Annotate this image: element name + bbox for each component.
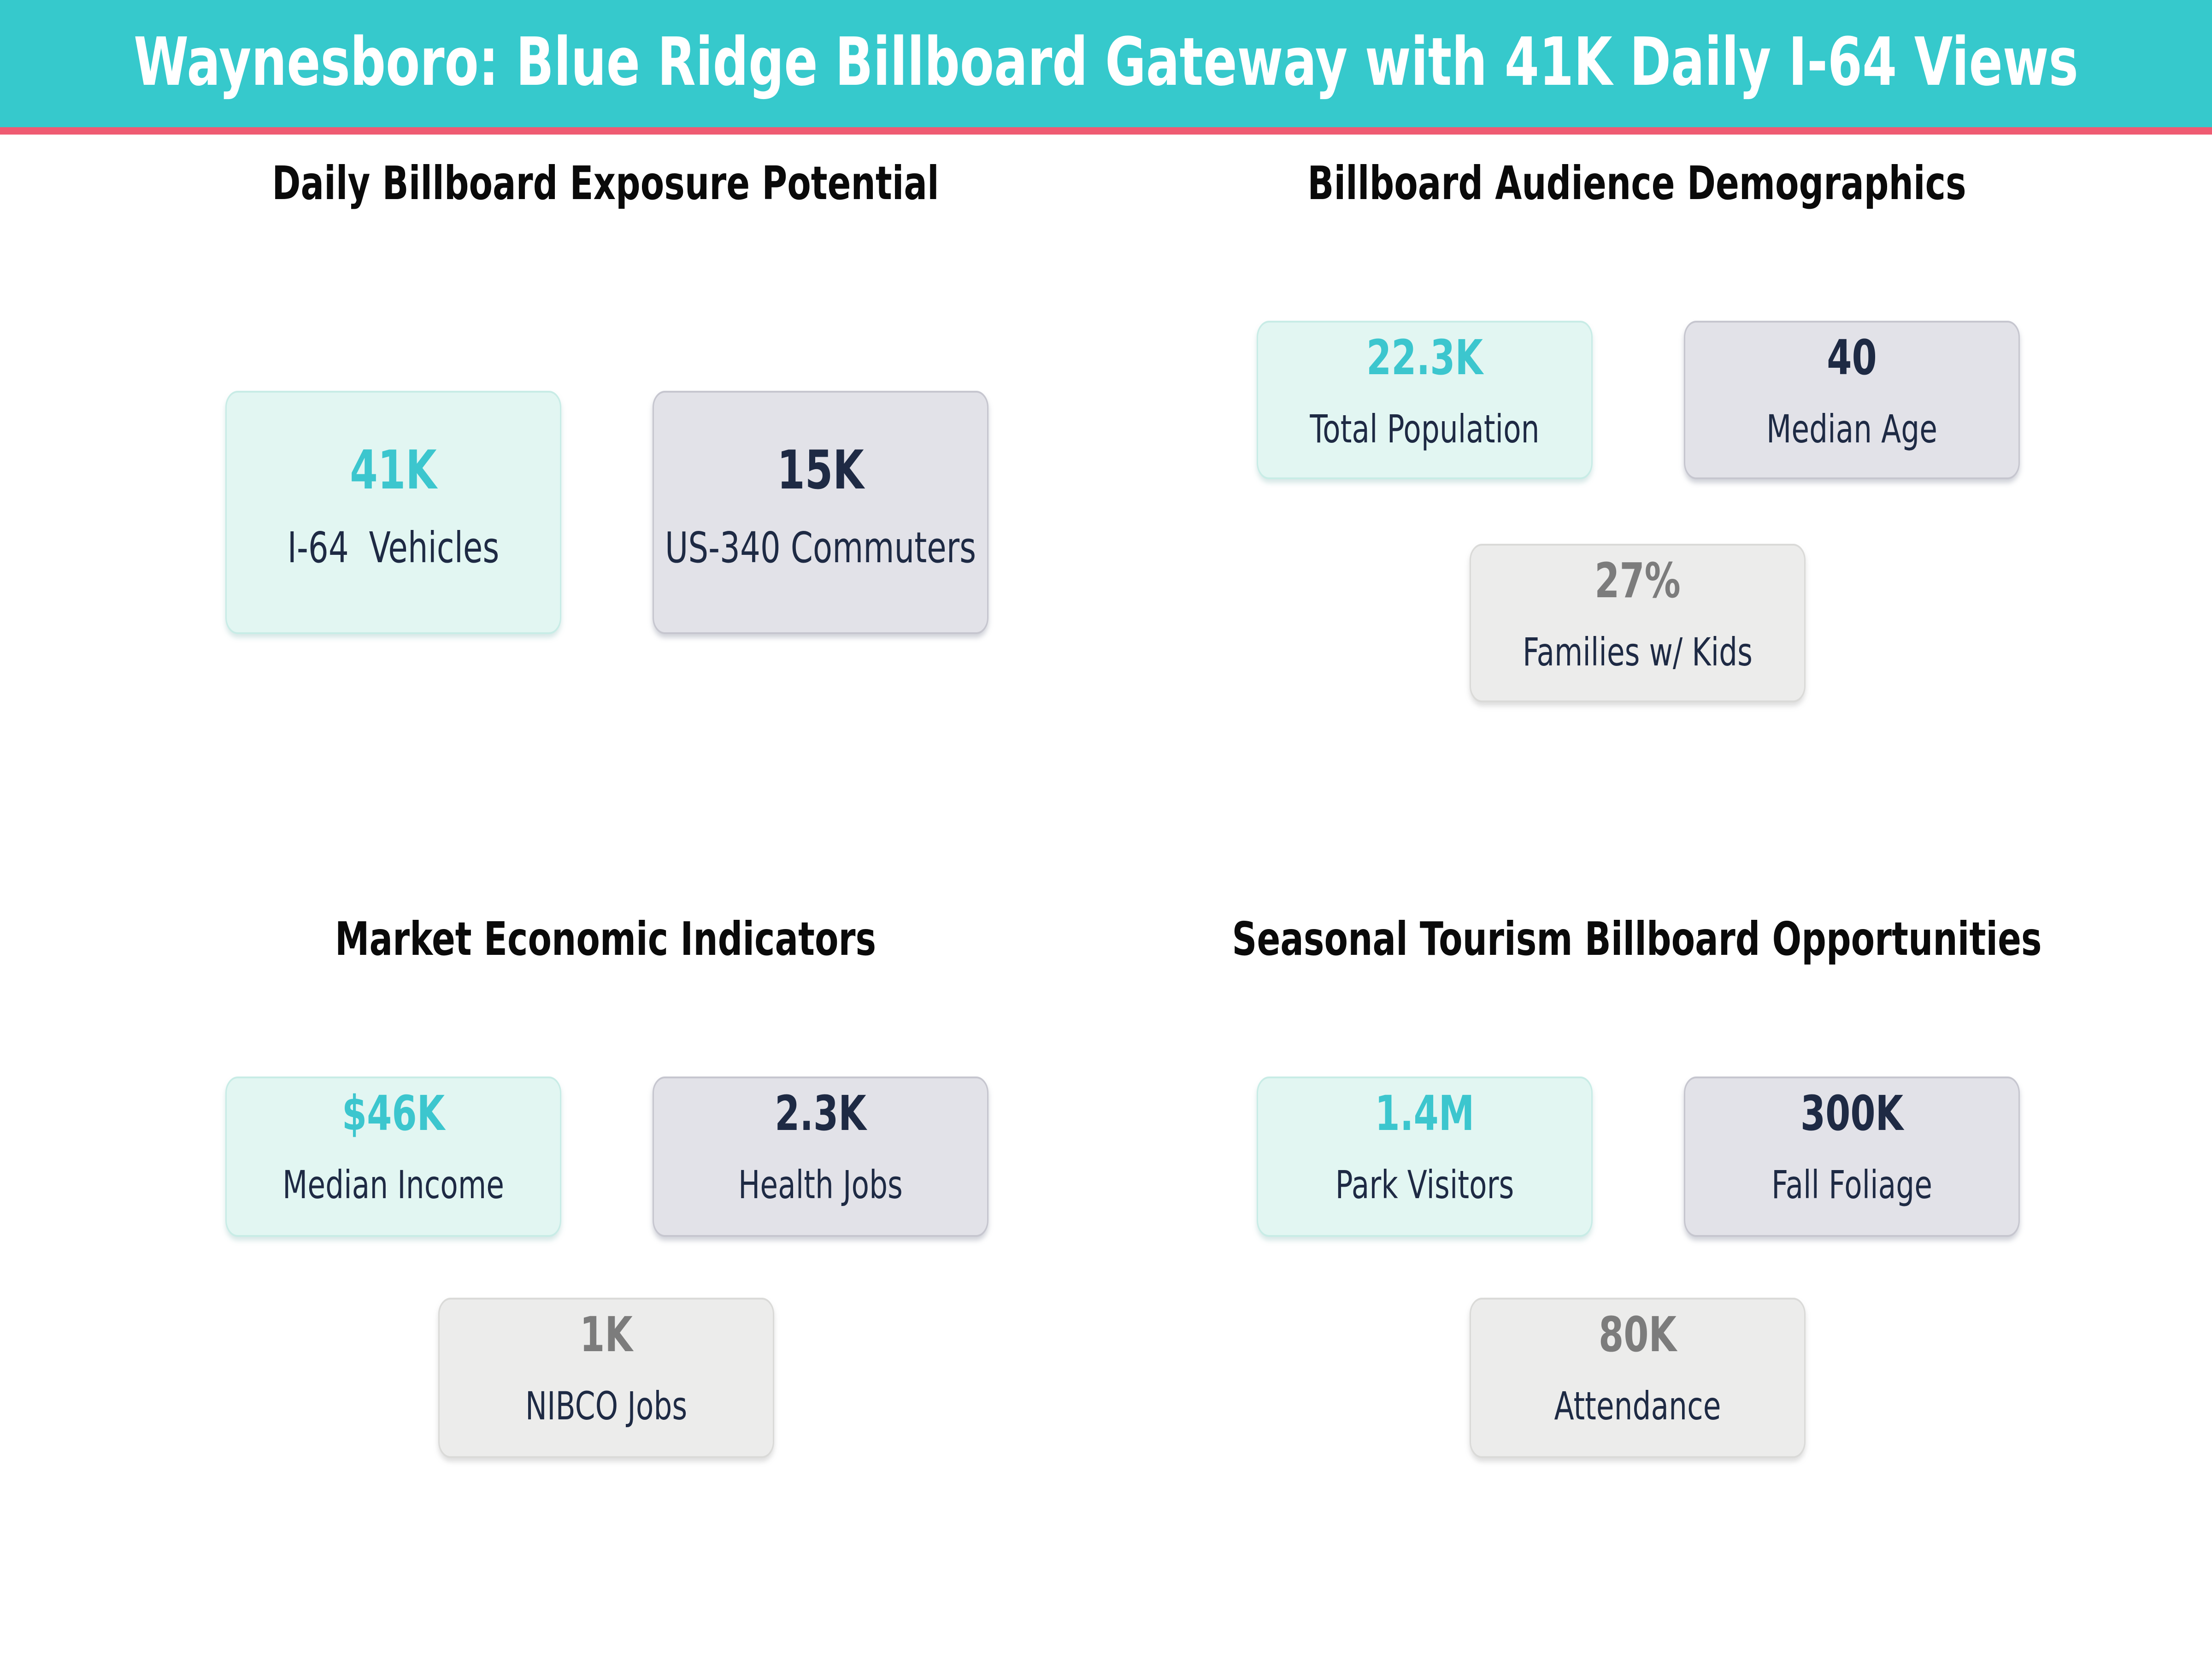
stat-value: 300K (1800, 1088, 1904, 1143)
stat-value: 41K (350, 438, 437, 500)
stat-card-content: 22.3K Total Population (1310, 331, 1539, 451)
stat-card-health-jobs: 2.3K Health Jobs (653, 1077, 988, 1237)
stat-card-us340-commuters: 15K US-340 Commuters (653, 391, 988, 634)
stat-card-content: 41K I-64 Vehicles (288, 438, 500, 572)
section-title-tourism: Seasonal Tourism Billboard Opportunities (1232, 912, 2042, 966)
stat-card-attendance: 80K Attendance (1470, 1298, 1806, 1458)
stat-value: 27% (1594, 554, 1681, 609)
stat-card-content: 1.4M Park Visitors (1335, 1088, 1514, 1207)
stat-label: Attendance (1554, 1384, 1721, 1429)
stat-label: Health Jobs (738, 1163, 903, 1207)
stat-value: 40 (1827, 331, 1877, 386)
stat-card-content: 80K Attendance (1554, 1309, 1721, 1429)
section-title-demographics: Billboard Audience Demographics (1307, 157, 1966, 210)
stat-label: US-340 Commuters (665, 524, 977, 572)
stat-label: NIBCO Jobs (525, 1384, 688, 1429)
stat-card-fall-foliage: 300K Fall Foliage (1684, 1077, 2020, 1237)
stat-value: $46K (341, 1088, 445, 1143)
stat-card-park-visitors: 1.4M Park Visitors (1257, 1077, 1593, 1237)
stat-card-content: 2.3K Health Jobs (738, 1088, 903, 1207)
stat-card-content: 15K US-340 Commuters (665, 438, 976, 572)
section-title-economic: Market Economic Indicators (335, 912, 877, 966)
stat-card-content: 27% Families w/ Kids (1523, 554, 1753, 674)
stat-card-content: 1K NIBCO Jobs (525, 1309, 687, 1429)
stat-card-families-with-kids: 27% Families w/ Kids (1470, 544, 1806, 702)
stat-label: Median Age (1766, 406, 1938, 451)
stat-label: Fall Foliage (1771, 1163, 1933, 1207)
stat-label: Park Visitors (1335, 1163, 1514, 1207)
header-accent-bar (0, 127, 2212, 135)
stat-value: 1K (580, 1309, 633, 1364)
stat-label: Median Income (282, 1163, 505, 1207)
stat-label: Total Population (1310, 406, 1540, 451)
stat-label: I-64 Vehicles (287, 524, 500, 572)
stat-card-i64-vehicles: 41K I-64 Vehicles (225, 391, 561, 634)
stat-card-nibco-jobs: 1K NIBCO Jobs (438, 1298, 774, 1458)
stat-value: 22.3K (1366, 331, 1483, 386)
stat-value: 2.3K (775, 1088, 866, 1143)
page-title: Waynesboro: Blue Ridge Billboard Gateway… (134, 26, 2078, 101)
header-banner: Waynesboro: Blue Ridge Billboard Gateway… (0, 0, 2212, 127)
stat-value: 80K (1598, 1309, 1677, 1364)
stat-card-content: 300K Fall Foliage (1771, 1088, 1932, 1207)
stat-card-content: $46K Median Income (282, 1088, 504, 1207)
section-title-exposure: Daily Billboard Exposure Potential (272, 157, 939, 210)
stat-card-content: 40 Median Age (1766, 331, 1937, 451)
stat-label: Families w/ Kids (1522, 629, 1753, 674)
stat-card-total-population: 22.3K Total Population (1257, 321, 1593, 479)
stat-value: 15K (777, 438, 864, 500)
stat-card-median-income: $46K Median Income (225, 1077, 561, 1237)
stat-value: 1.4M (1375, 1088, 1475, 1143)
stat-card-median-age: 40 Median Age (1684, 321, 2020, 479)
